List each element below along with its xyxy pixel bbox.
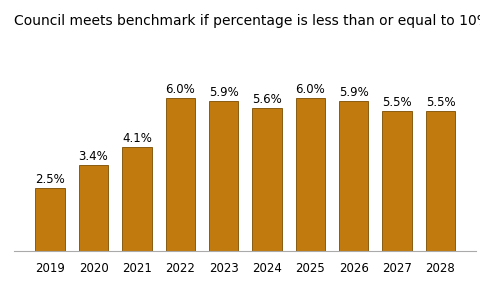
- Text: 5.5%: 5.5%: [382, 96, 411, 109]
- Text: 4.1%: 4.1%: [122, 132, 152, 145]
- Bar: [79, 164, 108, 251]
- Bar: [165, 98, 194, 251]
- Bar: [295, 98, 324, 251]
- Text: 6.0%: 6.0%: [165, 83, 195, 96]
- Text: 5.6%: 5.6%: [252, 93, 281, 106]
- Bar: [208, 101, 238, 251]
- Bar: [122, 147, 151, 251]
- Text: 6.0%: 6.0%: [295, 83, 324, 96]
- Bar: [36, 188, 65, 251]
- Bar: [252, 108, 281, 251]
- Text: Council meets benchmark if percentage is less than or equal to 10%: Council meets benchmark if percentage is…: [14, 14, 480, 28]
- Text: 2.5%: 2.5%: [35, 173, 65, 186]
- Bar: [382, 111, 411, 251]
- Text: 5.5%: 5.5%: [425, 96, 455, 109]
- Bar: [338, 101, 368, 251]
- Text: 5.9%: 5.9%: [208, 86, 238, 99]
- Text: 5.9%: 5.9%: [338, 86, 368, 99]
- Text: 3.4%: 3.4%: [79, 150, 108, 163]
- Bar: [425, 111, 454, 251]
